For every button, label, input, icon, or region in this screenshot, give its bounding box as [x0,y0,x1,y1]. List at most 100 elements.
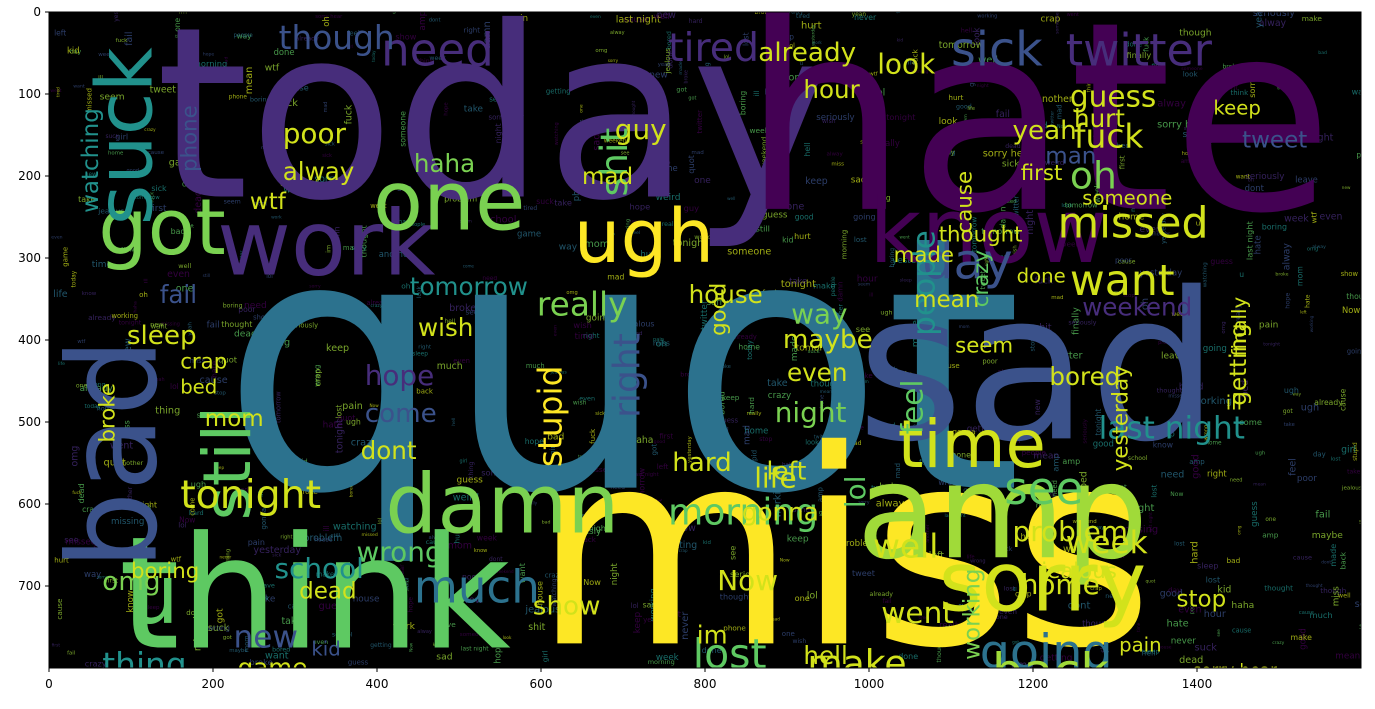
noise-word: boring [739,91,748,116]
noise-word: quot [686,154,696,174]
noise-word: leave [1295,174,1318,184]
noise-word: mad [894,463,902,478]
noise-word: Now [370,403,380,408]
noise-word: left [929,550,945,561]
noise-word: crap [1090,586,1102,592]
noise-word: guess [348,659,369,667]
word-amp: amp [857,435,1148,588]
noise-word: way [84,570,101,580]
word-wrong: wrong [357,535,443,568]
noise-word: hard [189,509,204,517]
noise-word: though [897,0,903,13]
noise-word: damn [333,226,342,249]
noise-word: hope [525,437,544,446]
noise-word: see [489,96,501,104]
noise-word: working [1309,315,1314,332]
noise-word: night [494,123,503,143]
noise-word: phone [571,175,581,201]
noise-word: quot [1019,425,1042,436]
noise-word: hell [445,319,456,325]
noise-word: sleep [145,605,160,611]
noise-word: keep [787,535,809,545]
noise-word: bored [348,484,354,497]
noise-word: dead [1005,143,1021,150]
noise-word: yeah [643,615,660,624]
noise-word: went [110,441,133,452]
noise-word: feel [125,431,134,437]
noise-word: sick [151,184,167,193]
noise-word: guess [718,417,738,425]
noise-word: take [464,104,483,114]
noise-word: new [657,10,677,21]
noise-word: take [1284,422,1295,428]
noise-word: guess [610,471,636,481]
word-feel: feel [895,379,929,434]
noise-word: night [610,562,620,585]
noise-word: tonight [1263,342,1280,348]
noise-word: twitter [1049,531,1054,545]
noise-word: finally [1127,50,1152,60]
word-cause: cause [953,171,978,233]
noise-word: wish [793,638,807,645]
noise-word: sad [773,616,781,621]
noise-word: sorry hear [197,410,236,419]
noise-word: ugh [1284,386,1299,395]
noise-word: done [898,652,918,661]
noise-word: crap [778,33,795,42]
noise-word: kid [67,47,80,57]
noise-word: finally [875,138,900,148]
noise-word: jealous [97,207,124,216]
noise-word: feel [1287,458,1298,476]
noise-word: game [169,158,196,169]
word-someone: someone [1082,187,1172,210]
noise-word: yesterday [892,256,935,266]
noise-word: girl [541,650,550,662]
noise-word: already [88,313,116,322]
noise-word: done [562,534,570,551]
noise-word: working [648,588,658,621]
word-need: need [381,23,494,76]
noise-word: still [203,273,211,279]
noise-word: maybe [1201,98,1218,104]
noise-word: jealous [550,370,568,376]
noise-word: first [958,604,977,615]
word-guy: guy [615,113,667,146]
word-back: back [992,643,1109,701]
noise-word: jealous [1341,485,1362,491]
noise-word: weekend [1171,311,1198,318]
noise-word: lol [378,518,384,524]
word-right: right [606,333,648,418]
noise-word: time [92,260,113,270]
noise-word: fail [883,599,892,605]
noise-word: need [244,301,267,311]
noise-word: look [417,285,423,298]
noise-word: sick [322,153,332,159]
noise-word: much [1310,610,1333,620]
noise-word: amp [1189,458,1205,466]
noise-word: hope [444,102,450,116]
word-people: people [907,230,943,336]
noise-word: working [772,480,783,518]
noise-word: already [870,591,894,598]
noise-word: guess [1250,501,1260,527]
noise-word: ill [322,525,331,531]
noise-word: new [123,338,134,358]
noise-word: dead [846,440,862,447]
noise-word: new [1342,185,1351,190]
noise-word: made [678,61,684,74]
noise-word: even [590,15,601,20]
noise-word: lost [335,405,344,419]
noise-word: phone [947,450,972,459]
noise-word: though [1179,28,1211,38]
noise-word: wrong [703,62,711,82]
noise-word: life [940,183,948,189]
noise-word: crap [1041,14,1061,24]
noise-word: look [805,439,819,447]
noise-word: today [371,50,376,62]
noise-word: mean [1335,651,1360,661]
noise-word: one [76,383,88,390]
noise-word: think [391,466,408,474]
noise-word: much [964,498,982,505]
noise-word: week [98,52,113,58]
noise-word: never [680,611,691,640]
